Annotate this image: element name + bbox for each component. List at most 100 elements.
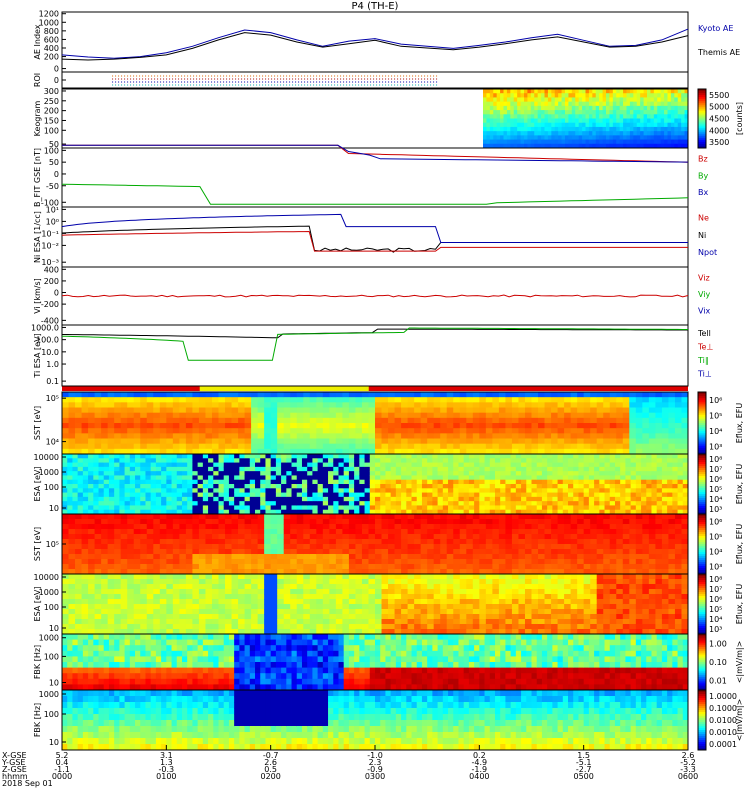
legend-entry: Bz	[698, 154, 708, 163]
legend-entry: Ti∥	[697, 356, 709, 365]
colorbar-tick: 10³	[709, 442, 722, 451]
panel-5-tick: 0	[54, 289, 59, 298]
panel-4-tick: 10⁻¹	[41, 229, 59, 238]
panel-7-tick: 10⁴	[46, 438, 59, 447]
panel-8-tick: 100	[44, 483, 59, 492]
panel-2-tick: 200	[44, 107, 59, 116]
panel-2-tick: 300	[44, 87, 59, 96]
colorbar-tick: 10⁴	[709, 548, 722, 557]
panel-12-tick: 100	[44, 710, 59, 719]
panel-12-tick: 10	[49, 738, 59, 747]
series-npot	[61, 213, 688, 243]
colorbar-unit-9: Eflux, EFU	[735, 524, 744, 565]
panel-1-tick: 0	[54, 76, 59, 85]
colorbar-unit-8: Eflux, EFU	[735, 464, 744, 505]
colorbar-8	[698, 454, 706, 515]
colorbar-tick: 4000	[709, 126, 729, 135]
panel-0-tick: 400	[44, 44, 59, 53]
colorbar-tick: 10³	[709, 563, 722, 572]
panel-10-tick: 10	[49, 624, 59, 633]
ephem-value: 1.5	[577, 751, 590, 760]
legend-entry: Tell	[697, 329, 711, 338]
panel-8-tick: 10000	[34, 453, 59, 462]
colorbar-tick: 5500	[709, 91, 729, 100]
ephem-label-x-gse: X-GSE	[2, 751, 27, 760]
colorbar-frame-12	[697, 689, 707, 751]
ephem-value: -5.1	[576, 758, 592, 767]
spectrogram-panel-11	[62, 634, 689, 691]
panel-5-tick: 200	[44, 277, 59, 286]
panel-3-tick: -50	[46, 182, 59, 191]
panel-6-tick: 1000.0	[31, 323, 59, 332]
panel-6-tick: 100.0	[36, 336, 59, 345]
spectrogram-panel-8	[62, 454, 689, 515]
colorbar-unit-10: Eflux, EFU	[735, 584, 744, 625]
panel-10-tick: 10000	[34, 573, 59, 582]
series-ni	[61, 225, 688, 253]
colorbar-tick: 10⁴	[709, 495, 722, 504]
panel-3-tick: 0	[54, 170, 59, 179]
panel-ylabel-6: Ti ESA [eV]	[33, 333, 42, 378]
panel-4-tick: 10¹	[46, 205, 59, 214]
panel-2-tick: 150	[44, 116, 59, 125]
colorbar-unit-7: Eflux, EFU	[735, 403, 744, 444]
panel-11-tick: 1000	[39, 634, 59, 643]
panel-11-tick: 10	[49, 679, 59, 688]
colorbar-tick: 3500	[709, 138, 729, 147]
series-kyoto-ae	[61, 28, 689, 59]
panel-8-tick: 1000	[39, 468, 59, 477]
legend-entry: Viz	[698, 273, 710, 282]
colorbar-tick: 10⁵	[709, 485, 722, 494]
colorbar-tick: 10⁶	[709, 518, 722, 527]
colorbar-tick: 5000	[709, 103, 729, 112]
colorbar-tick: 1.00	[709, 639, 727, 648]
ephem-value: 2.6	[682, 751, 695, 760]
legend-entry: Ni	[698, 231, 706, 240]
ephem-value: -0.7	[263, 751, 279, 760]
ephem-value: -0.9	[367, 765, 383, 774]
panel-6-tick: 0.1	[46, 377, 59, 386]
ephem-value: -3.3	[680, 765, 696, 774]
colorbar-tick: 1.0000	[709, 692, 737, 701]
ephem-value: 2.3	[369, 758, 382, 767]
legend-entry: Ne	[698, 214, 709, 223]
panel-4-tick: 10⁻³	[41, 258, 59, 267]
ephem-value: 0100	[156, 772, 176, 781]
colorbar-tick: 10⁵	[709, 605, 722, 614]
spectrogram-panel-10	[62, 574, 689, 635]
ephem-value: 5.2	[56, 751, 69, 760]
ephem-value: 2.6	[264, 758, 277, 767]
panel-2-tick: 50	[49, 140, 59, 149]
series-ti-parallel	[61, 327, 688, 361]
panel-ylabel-10: ESA [eV]	[33, 587, 42, 622]
legend-entry: Themis AE	[697, 48, 740, 57]
spectrogram-panel-2	[483, 89, 689, 149]
panel-3-tick: 100	[44, 146, 59, 155]
ephem-value: 0400	[469, 772, 489, 781]
panel-10-tick: 1000	[39, 588, 59, 597]
panel-frame-6	[61, 324, 689, 387]
ephem-value: -5.2	[680, 758, 696, 767]
legend-entry: By	[698, 171, 708, 180]
panel-0-tick: 600	[44, 35, 59, 44]
panel-ylabel-8: ESA [eV]	[33, 467, 42, 502]
panel-ylabel-7: SST [eV]	[33, 406, 42, 440]
panel-6-tick: 1.0	[46, 360, 59, 369]
ephem-value: 0000	[52, 772, 72, 781]
colorbar-11	[698, 634, 706, 691]
legend-entry: Kyoto AE	[698, 24, 733, 33]
ephem-value: -2.7	[576, 765, 592, 774]
ephem-value: -1.1	[54, 765, 70, 774]
ephem-label-hhmm: hhmm	[2, 772, 28, 781]
ephem-value: 3.1	[160, 751, 173, 760]
panel-ylabel-3: B_FIT GSE [nT]	[33, 148, 42, 207]
legend-entry: Npot	[698, 248, 717, 257]
colorbar-2	[698, 89, 706, 149]
ephem-value: -1.0	[367, 751, 383, 760]
data-availability-bar	[62, 386, 688, 391]
panel-0-tick: 1200	[39, 10, 59, 19]
colorbar-tick: 10³	[709, 625, 722, 634]
series-tell	[62, 328, 688, 339]
panel-ylabel-0: AE Index	[33, 24, 42, 59]
series-by	[61, 183, 689, 205]
